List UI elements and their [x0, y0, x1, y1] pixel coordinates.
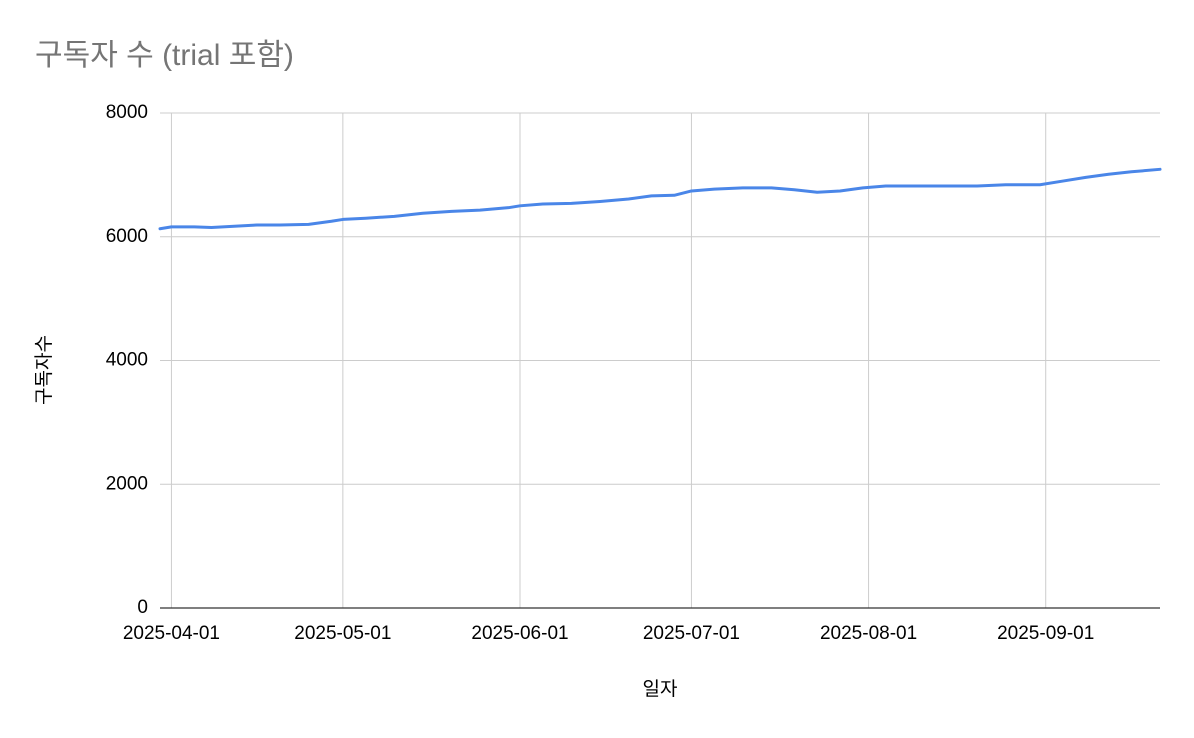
- chart-title: 구독자 수 (trial 포함): [35, 39, 294, 72]
- x-axis-label: 일자: [643, 678, 678, 700]
- y-tick-label: 0: [137, 597, 148, 618]
- x-tick-label: 2025-09-01: [997, 623, 1094, 644]
- x-tick-label: 2025-06-01: [471, 623, 568, 644]
- x-tick-label: 2025-05-01: [294, 623, 391, 644]
- y-tick-label: 2000: [106, 473, 148, 494]
- y-tick-label: 6000: [106, 226, 148, 247]
- y-tick-label: 4000: [106, 350, 148, 371]
- x-tick-label: 2025-08-01: [820, 623, 917, 644]
- data-line: [158, 167, 1162, 231]
- y-axis-label: 구독자수: [33, 335, 55, 405]
- y-tick-label: 8000: [106, 102, 148, 123]
- x-tick-label: 2025-04-01: [123, 623, 220, 644]
- x-tick-label: 2025-07-01: [643, 623, 740, 644]
